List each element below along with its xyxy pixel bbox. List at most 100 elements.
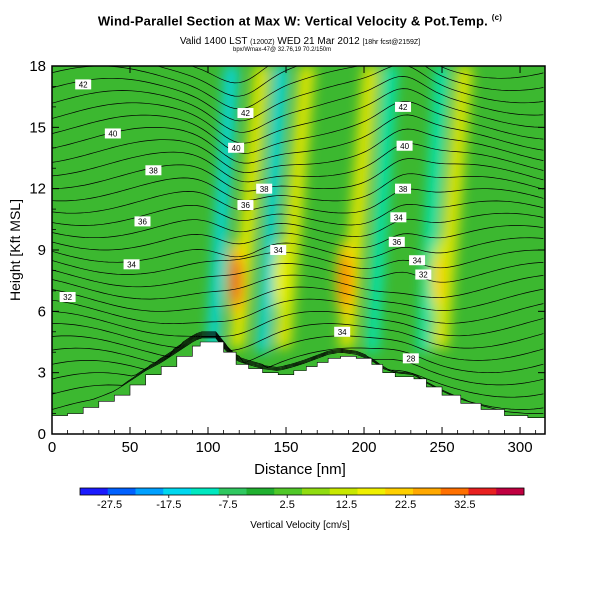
x-tick-label: 0 [48,439,56,456]
terrain-mask [52,341,545,434]
theta-contour-labels: 32 34 36 38 40 42 44 44 42 40 38 36 34 34 42 40 38 34 36 34… [59,2,432,364]
theta-label-bg [395,183,412,194]
theta-contour-line [52,188,544,214]
theta-contour-line [52,101,544,154]
copyright-mark: (c) [491,13,503,22]
theta-label-5: 42 [75,79,92,90]
theta-label-bg [134,216,151,227]
theta-label-16: 38 [395,183,412,194]
theta-label-text: 28 [406,355,415,364]
theta-contour-line [52,249,544,275]
updraft-core-3 [433,254,444,307]
theta-label-text: 34 [394,213,403,222]
theta-label-bg [104,128,121,139]
colorbar-frame [79,487,525,496]
x-tick-label: 200 [352,439,377,456]
theta-label-text: 42 [79,81,88,90]
theta-label-bg [270,245,287,255]
theta-label-bg [330,2,346,12]
y-tick-label: 15 [29,119,46,136]
theta-contour-line [52,76,544,133]
colorbar-tick-label: 12.5 [336,499,357,511]
colorbar-swatch [135,488,164,495]
theta-label-14: 42 [395,101,412,112]
theta-label-15: 40 [396,140,413,151]
theta-label-bg [334,326,351,337]
updraft-core-0 [231,254,242,307]
theta-contour-line [52,333,544,374]
theta-label-text: 36 [392,238,401,247]
theta-label-text: 34 [413,256,422,265]
chart-title: Wind-Parallel Section at Max W: Vertical… [0,13,600,28]
theta-contour-line [52,143,544,183]
theta-contour-line [52,335,544,398]
y-tick-label: 0 [38,426,46,443]
theta-label-8: 42 [237,108,254,119]
theta-label-12: 34 [270,245,287,255]
colorbar-tick-label: 22.5 [395,499,416,511]
theta-label-bg [237,108,254,119]
theta-contours [52,66,544,414]
theta-label-text: 34 [338,328,347,337]
colorbar-swatch [246,488,275,495]
colorbar-swatch [191,488,220,495]
theta-contour-line [52,323,544,351]
theta-label-bg [402,353,419,364]
downdraft-column-2 [365,66,398,353]
theta-label-text: 32 [419,271,428,280]
updraft-core-2 [340,254,351,307]
theta-contour-line [52,114,544,164]
downdraft-column-1 [256,66,289,353]
theta-contour-line [52,225,544,251]
y-tick-label: 9 [38,242,46,259]
theta-label-13: 34 [334,326,351,337]
theta-label-text: 38 [260,185,269,194]
colorbar-swatch [385,488,414,495]
theta-label-0: 32 [59,292,76,302]
theta-contour-line [52,66,544,110]
theta-label-text: 44 [119,36,128,45]
colorbar-swatch [329,488,358,495]
theta-label-text: 42 [399,103,408,112]
theta-label-17: 34 [390,212,407,222]
colorbar-swatch [163,488,192,495]
theta-label-text: 44 [333,3,342,12]
colorbar-tick-label: -27.5 [97,499,122,511]
theta-label-text: 40 [232,144,241,153]
theta-label-bg [75,79,92,90]
theta-label-bg [388,236,405,247]
theta-label-bg [256,183,273,194]
subtitle-run-time: (1200Z) [250,39,275,46]
theta-label-bg [415,269,432,280]
theta-label-bg [116,34,132,44]
y-axis-label: Height [Kft MSL] [7,199,23,301]
colorbar-tick-label: 32.5 [454,499,475,511]
x-axis-label: Distance [nm] [254,461,346,478]
theta-label-text: 36 [241,201,250,210]
colorbar-swatch [496,488,525,495]
y-tick-label: 6 [38,303,46,320]
theta-label-bg [396,140,413,151]
colorbar-swatch [468,488,497,495]
subtitle-date: WED 21 Mar 2012 [277,36,360,47]
theta-contour-line [52,200,544,226]
theta-label-7: 44 [330,2,346,12]
theta-label-2: 36 [134,216,151,227]
theta-contour-line [52,298,544,325]
colorbar-swatch [274,488,303,495]
x-tick-label: 150 [274,439,299,456]
theta-contour-line [52,212,544,239]
theta-label-3: 38 [145,165,162,175]
theta-label-18: 36 [388,236,405,247]
theta-label-20: 32 [415,269,432,280]
theta-label-text: 34 [127,261,136,270]
theta-contour-line [52,310,544,337]
updraft-core-1 [276,254,287,307]
theta-contour-line [52,262,544,288]
colorbar-tick-label: -7.5 [219,499,238,511]
colorbar-swatch [218,488,247,495]
colorbar: -27.5 -17.5 -7.5 2.5 12.5 22.5 32.5 [79,487,525,511]
theta-contour-line [52,66,544,122]
colorbar-swatch [440,488,469,495]
terrain-profile [52,341,545,434]
